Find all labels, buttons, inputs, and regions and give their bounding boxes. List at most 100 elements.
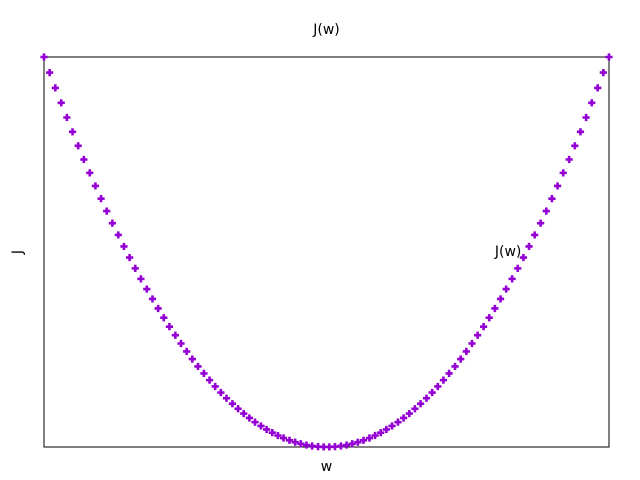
point	[251, 418, 259, 426]
point	[97, 195, 105, 203]
point	[605, 53, 613, 61]
point	[365, 434, 374, 442]
point	[131, 264, 139, 272]
point	[405, 409, 413, 418]
point	[320, 443, 328, 451]
point	[485, 314, 493, 322]
point	[80, 155, 88, 164]
point	[422, 394, 431, 402]
point	[188, 355, 196, 363]
point	[154, 304, 162, 313]
point	[314, 443, 322, 451]
point	[576, 128, 585, 136]
point	[525, 242, 533, 251]
point	[274, 431, 282, 440]
point	[114, 231, 122, 239]
point	[245, 414, 253, 422]
point	[468, 339, 476, 348]
point	[428, 388, 436, 397]
point	[217, 388, 225, 397]
point	[234, 405, 242, 413]
point	[496, 295, 505, 303]
plot-frame	[43, 56, 610, 448]
chart-title: J(w)	[312, 22, 340, 38]
point	[479, 323, 488, 331]
point	[559, 169, 567, 177]
point	[508, 275, 516, 283]
point	[434, 382, 442, 391]
point	[359, 436, 368, 444]
point	[171, 331, 179, 339]
point	[91, 182, 100, 190]
point	[411, 405, 419, 413]
point	[148, 295, 157, 303]
point	[51, 84, 59, 92]
point	[297, 440, 305, 448]
point	[542, 207, 550, 215]
point	[565, 155, 573, 164]
point	[377, 429, 385, 437]
point	[588, 99, 596, 107]
point	[86, 169, 94, 177]
point	[308, 442, 316, 450]
point	[457, 355, 465, 363]
point	[228, 400, 237, 408]
point	[388, 422, 396, 430]
point	[68, 128, 77, 136]
point	[451, 362, 459, 371]
point	[125, 253, 134, 262]
point	[394, 418, 402, 426]
point	[548, 195, 556, 203]
point	[348, 440, 356, 448]
point	[553, 182, 562, 190]
point	[445, 369, 453, 378]
y-axis-label: J	[10, 250, 26, 255]
point	[137, 275, 145, 283]
point	[211, 382, 219, 391]
point	[416, 400, 425, 408]
point	[285, 436, 294, 444]
point	[519, 253, 528, 262]
point	[120, 242, 128, 251]
point	[291, 438, 299, 446]
point	[205, 376, 214, 384]
point	[257, 422, 265, 430]
point	[599, 69, 607, 77]
point	[439, 376, 448, 384]
point	[502, 285, 510, 293]
point	[268, 429, 276, 437]
point	[337, 442, 345, 450]
point	[194, 362, 202, 371]
point	[382, 425, 390, 434]
point	[491, 304, 499, 313]
point	[279, 434, 288, 442]
point	[302, 441, 311, 449]
point	[74, 142, 82, 150]
point	[531, 231, 539, 239]
point	[63, 113, 71, 122]
point	[160, 314, 168, 322]
point	[582, 113, 590, 122]
point	[222, 394, 231, 402]
point	[342, 441, 351, 449]
point	[177, 339, 185, 348]
annotation: J(w)	[494, 244, 522, 260]
point	[331, 443, 339, 451]
point	[108, 219, 116, 227]
point	[46, 69, 54, 77]
point	[263, 425, 271, 434]
point	[514, 264, 522, 272]
point	[143, 285, 151, 293]
point	[57, 99, 65, 107]
point	[183, 347, 191, 356]
point	[594, 84, 602, 92]
point	[537, 219, 545, 227]
point	[571, 142, 579, 150]
point	[103, 207, 111, 215]
point	[200, 369, 208, 378]
point	[325, 443, 333, 451]
point	[371, 431, 379, 440]
point	[474, 331, 482, 339]
point	[354, 438, 362, 446]
